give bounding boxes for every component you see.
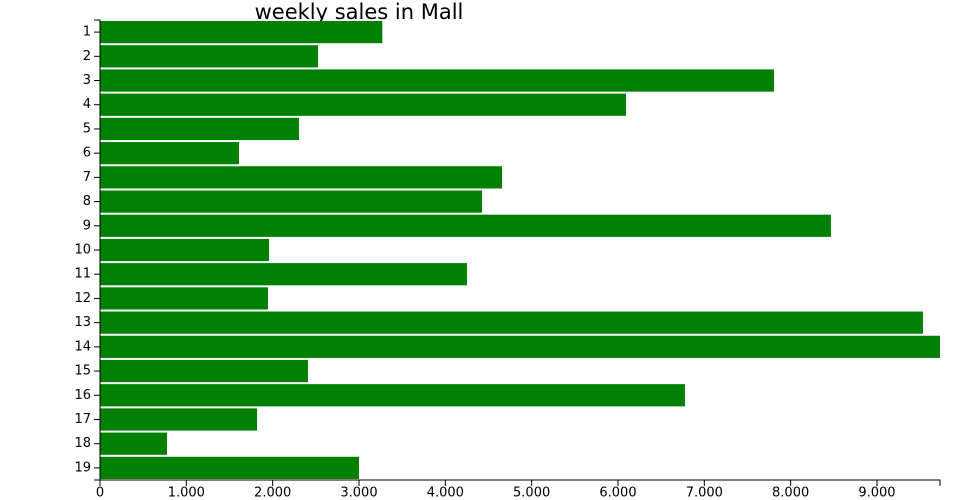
x-tick-label: 7.000 <box>686 486 723 500</box>
x-tick-label: 8.000 <box>772 486 809 500</box>
y-tick-label: 3 <box>83 73 91 88</box>
bar <box>100 214 831 237</box>
x-tick-label: 9.000 <box>858 486 895 500</box>
y-tick-label: 17 <box>74 412 91 427</box>
bar <box>100 45 318 68</box>
bar <box>100 335 940 358</box>
bar <box>100 263 467 286</box>
y-tick-label: 19 <box>74 460 91 475</box>
bar <box>100 190 483 213</box>
bar <box>100 142 239 165</box>
y-tick-label: 18 <box>74 436 91 451</box>
y-tick-label: 11 <box>74 267 91 282</box>
bar <box>100 93 627 116</box>
y-tick-label: 14 <box>74 339 91 354</box>
y-tick-label: 2 <box>83 49 91 64</box>
y-axis <box>94 19 101 481</box>
y-tick-label: 8 <box>83 194 91 209</box>
y-tick-label: 1 <box>83 25 91 40</box>
y-tick-label: 12 <box>74 291 91 306</box>
bar <box>100 408 258 431</box>
y-tick-label: 4 <box>83 97 91 112</box>
y-tick-label: 15 <box>74 364 91 379</box>
y-tick-label: 6 <box>83 146 91 161</box>
y-tick-label: 10 <box>74 243 91 258</box>
bar <box>100 21 383 44</box>
y-tick-label: 16 <box>74 388 91 403</box>
bar <box>100 166 503 189</box>
bar <box>100 384 685 407</box>
bar <box>100 117 299 141</box>
x-tick-label: 5.000 <box>513 486 550 500</box>
bar <box>100 69 774 92</box>
bar <box>100 359 308 383</box>
y-tick-label: 13 <box>74 315 91 330</box>
x-tick-label: 3.000 <box>340 486 377 500</box>
x-tick-label: 2.000 <box>254 486 291 500</box>
x-tick-label: 0 <box>96 486 104 500</box>
y-tick-label: 5 <box>83 121 91 136</box>
x-tick-label: 4.000 <box>427 486 464 500</box>
y-tick-label: 7 <box>83 170 91 185</box>
x-tick-label: 1.000 <box>168 486 205 500</box>
x-tick-label: 6.000 <box>599 486 636 500</box>
chart-title: weekly sales in Mall <box>255 0 464 24</box>
bar <box>100 238 270 262</box>
bar <box>100 432 167 455</box>
bar <box>100 311 923 334</box>
bar <box>100 456 359 479</box>
bar <box>100 287 268 310</box>
y-tick-label: 9 <box>83 218 91 233</box>
